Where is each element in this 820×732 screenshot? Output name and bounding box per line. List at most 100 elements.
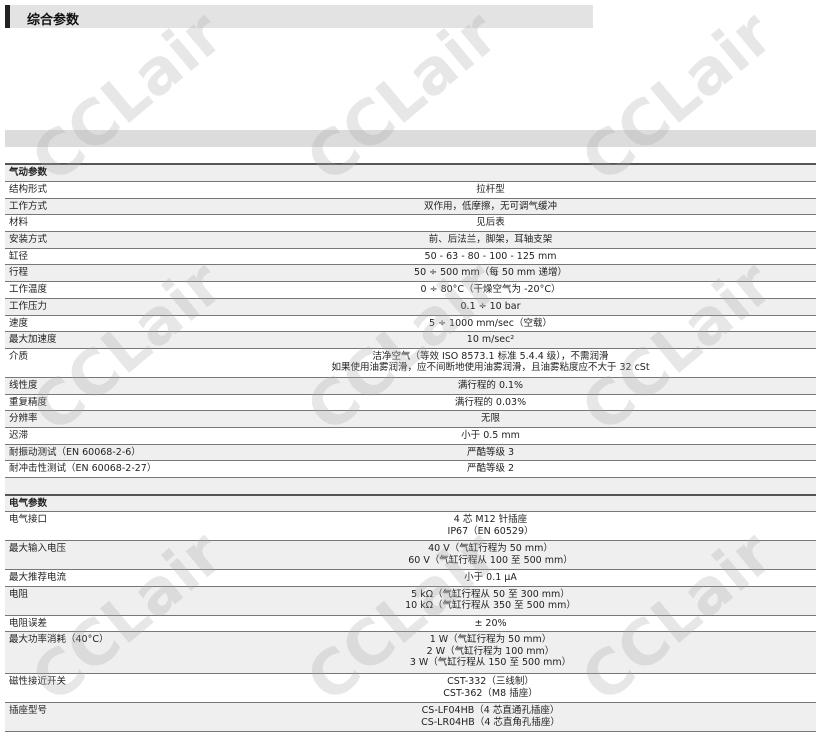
table-row: 最大功率消耗（40°C） 1 W（气缸行程为 50 mm） 2 W（气缸行程为 10… bbox=[5, 632, 816, 675]
section-spacer bbox=[5, 478, 816, 496]
row-value: 严酷等级 2 bbox=[165, 463, 816, 475]
row-value-line: IP67（EN 60529） bbox=[447, 525, 534, 537]
row-label: 最大输入电压 bbox=[9, 543, 67, 554]
row-value-line: CST-332（三线制） bbox=[447, 676, 534, 688]
row-label: 迟滞 bbox=[9, 429, 29, 441]
row-value-line: CS-LF04HB（4 芯直通孔插座） bbox=[421, 705, 560, 717]
row-label: 工作温度 bbox=[9, 284, 48, 296]
row-value: 0 ÷ 80°C（干燥空气为 -20°C） bbox=[165, 284, 816, 296]
row-value-line: CS-LR04HB（4 芯直角孔插座） bbox=[421, 716, 560, 728]
row-value-line: 4 芯 M12 针插座 bbox=[453, 514, 528, 525]
row-value: 1 W（气缸行程为 50 mm） 2 W（气缸行程为 100 mm） 3 W（气缸行… bbox=[165, 634, 816, 669]
table-row: 速度 5 ÷ 1000 mm/sec（空载） bbox=[5, 316, 816, 333]
row-value: 40 V（气缸行程为 50 mm） 60 V（气缸行程从 100 至 500 mm… bbox=[165, 543, 816, 566]
row-value: CS-LF04HB（4 芯直通孔插座） CS-LR04HB（4 芯直角孔插座） bbox=[165, 705, 816, 728]
row-value-line: 拉杆型 bbox=[476, 184, 505, 195]
row-label: 线性度 bbox=[9, 379, 38, 391]
row-value-line: 2 W（气缸行程为 100 mm） bbox=[426, 645, 555, 657]
row-value: 10 m/sec² bbox=[165, 334, 816, 346]
row-value-line: 5 ÷ 1000 mm/sec（空载） bbox=[429, 317, 552, 329]
row-value-line: 50 - 63 - 80 - 100 - 125 mm bbox=[424, 250, 557, 262]
table-row: 缸径 50 - 63 - 80 - 100 - 125 mm bbox=[5, 249, 816, 266]
row-value: 拉杆型 bbox=[165, 184, 816, 196]
row-label: 缸径 bbox=[9, 250, 29, 262]
title-marker bbox=[5, 5, 10, 28]
table-row: 分辨率 无限 bbox=[5, 411, 816, 428]
row-value-line: 小于 0.1 µA bbox=[464, 572, 517, 583]
row-label: 安装方式 bbox=[9, 234, 48, 246]
table-row: 电气接口 4 芯 M12 针插座 IP67（EN 60529） bbox=[5, 512, 816, 541]
row-label: 耐振动测试（EN 60068-2-6） bbox=[9, 446, 141, 458]
row-value: 见后表 bbox=[165, 217, 816, 229]
row-label: 行程 bbox=[9, 267, 29, 279]
table-row: 电阻 5 kΩ（气缸行程从 50 至 300 mm） 10 kΩ（气缸行程从 350… bbox=[5, 586, 816, 616]
row-value: 50 ÷ 500 mm（每 50 mm 递增） bbox=[165, 267, 816, 279]
row-value: 前、后法兰，脚架，耳轴支架 bbox=[165, 234, 816, 246]
row-value-line: 10 kΩ（气缸行程从 350 至 500 mm） bbox=[405, 600, 576, 612]
row-value: CST-332（三线制） CST-362（M8 插座） bbox=[165, 676, 816, 699]
table-row: 磁性接近开关 CST-332（三线制） CST-362（M8 插座） bbox=[5, 674, 816, 704]
spacer-band bbox=[5, 130, 816, 147]
row-label: 工作方式 bbox=[9, 200, 48, 212]
row-label: 速度 bbox=[9, 317, 29, 329]
row-value: 满行程的 0.03% bbox=[165, 397, 816, 409]
row-value-line: 1 W（气缸行程为 50 mm） bbox=[429, 634, 552, 646]
table-row: 材料 见后表 bbox=[5, 215, 816, 233]
section-header-label: 电气参数 bbox=[9, 498, 48, 509]
table-row: 结构形式 拉杆型 bbox=[5, 182, 816, 199]
row-value-line: 无限 bbox=[480, 413, 500, 425]
row-value: 无限 bbox=[165, 413, 816, 425]
table-row: 电阻误差 ± 20% bbox=[5, 616, 816, 633]
row-value: 小于 0.1 µA bbox=[165, 572, 816, 584]
row-value-line: 50 ÷ 500 mm（每 50 mm 递增） bbox=[414, 267, 567, 279]
row-value-line: 双作用，低摩擦，无可调气缓冲 bbox=[423, 200, 557, 212]
row-label: 磁性接近开关 bbox=[9, 676, 67, 688]
row-value-line: 5 kΩ（气缸行程从 50 至 300 mm） bbox=[411, 588, 570, 600]
table-row: 工作压力 0.1 ÷ 10 bar bbox=[5, 298, 816, 316]
table-row: 最大加速度 10 m/sec² bbox=[5, 332, 816, 349]
table-row: 工作方式 双作用，低摩擦，无可调气缓冲 bbox=[5, 198, 816, 216]
table-row: 行程 50 ÷ 500 mm（每 50 mm 递增） bbox=[5, 265, 816, 283]
row-label: 材料 bbox=[9, 217, 29, 229]
row-label: 电阻 bbox=[9, 588, 29, 600]
row-value-line: 前、后法兰，脚架，耳轴支架 bbox=[428, 234, 553, 246]
row-label: 电阻误差 bbox=[9, 617, 48, 629]
row-label: 最大功率消耗（40°C） bbox=[9, 634, 109, 646]
row-label: 分辨率 bbox=[9, 413, 38, 425]
row-label: 插座型号 bbox=[9, 705, 48, 717]
row-value-line: 见后表 bbox=[476, 217, 505, 229]
row-label: 最大推荐电流 bbox=[9, 572, 67, 583]
row-value: 5 kΩ（气缸行程从 50 至 300 mm） 10 kΩ（气缸行程从 350 至… bbox=[165, 589, 816, 612]
section-header: 气动参数 bbox=[5, 165, 816, 182]
row-value: 0.1 ÷ 10 bar bbox=[165, 301, 816, 313]
spec-table: 气动参数结构形式 拉杆型 工作方式 双作用，低摩擦，无可调气缓冲材料 见后表安装方式 前、… bbox=[5, 163, 816, 732]
row-label: 电气接口 bbox=[9, 514, 48, 525]
table-row: 最大推荐电流 小于 0.1 µA bbox=[5, 570, 816, 587]
row-value-line: 60 V（气缸行程从 100 至 500 mm） bbox=[408, 554, 573, 566]
row-value-line: 洁净空气（等效 ISO 8573.1 标准 5.4.4 级），不需润滑 bbox=[372, 350, 609, 362]
table-row: 耐冲击性测试（EN 60068-2-27） 严酷等级 2 bbox=[5, 461, 816, 478]
row-value: 小于 0.5 mm bbox=[165, 430, 816, 442]
table-row: 安装方式 前、后法兰，脚架，耳轴支架 bbox=[5, 232, 816, 249]
row-value-line: CST-362（M8 插座） bbox=[443, 687, 538, 699]
table-row: 最大输入电压 40 V（气缸行程为 50 mm） 60 V（气缸行程从 100 至 … bbox=[5, 541, 816, 570]
row-value-line: 0 ÷ 80°C（干燥空气为 -20°C） bbox=[420, 284, 561, 296]
row-value: 满行程的 0.1% bbox=[165, 380, 816, 392]
row-label: 工作压力 bbox=[9, 300, 48, 312]
row-value-line: 严酷等级 3 bbox=[466, 446, 515, 458]
row-value-line: 严酷等级 2 bbox=[466, 463, 515, 475]
table-row: 重复精度 满行程的 0.03% bbox=[5, 395, 816, 412]
row-value: 4 芯 M12 针插座 IP67（EN 60529） bbox=[165, 514, 816, 537]
table-row: 耐振动测试（EN 60068-2-6） 严酷等级 3 bbox=[5, 444, 816, 462]
row-value: ± 20% bbox=[165, 618, 816, 630]
row-value-line: 40 V（气缸行程为 50 mm） bbox=[428, 543, 553, 554]
row-value: 严酷等级 3 bbox=[165, 447, 816, 459]
row-label: 重复精度 bbox=[9, 396, 48, 408]
row-value-line: 3 W（气缸行程从 150 至 500 mm） bbox=[409, 657, 572, 669]
row-label: 介质 bbox=[9, 350, 29, 362]
table-row: 工作温度 0 ÷ 80°C（干燥空气为 -20°C） bbox=[5, 282, 816, 299]
row-value-line: 满行程的 0.03% bbox=[454, 396, 527, 408]
row-value: 5 ÷ 1000 mm/sec（空载） bbox=[165, 318, 816, 330]
row-value: 50 - 63 - 80 - 100 - 125 mm bbox=[165, 251, 816, 263]
section-header-label: 气动参数 bbox=[9, 167, 48, 178]
